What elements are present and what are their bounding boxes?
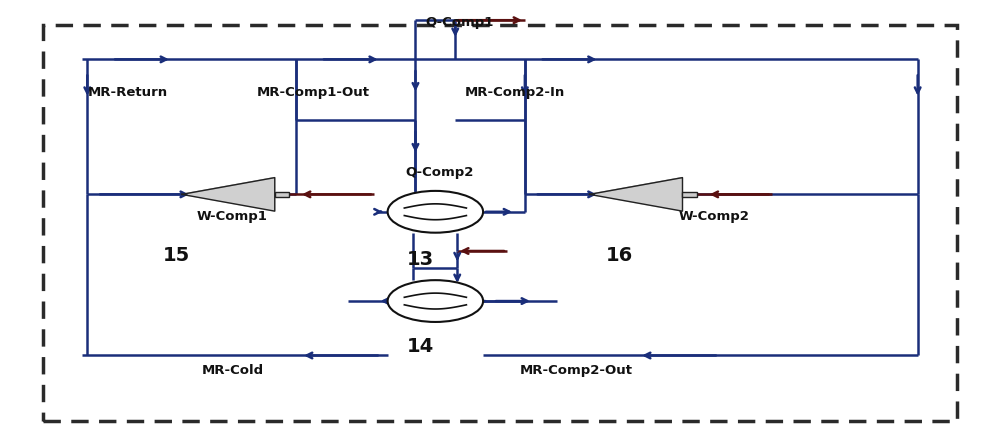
Text: MR-Comp2-In: MR-Comp2-In <box>465 86 565 98</box>
Text: W-Comp2: W-Comp2 <box>679 209 750 223</box>
Text: 15: 15 <box>163 246 190 265</box>
Polygon shape <box>182 178 275 194</box>
Text: 14: 14 <box>407 337 434 356</box>
Text: Q-Comp2: Q-Comp2 <box>406 166 474 179</box>
Text: MR-Comp1-Out: MR-Comp1-Out <box>256 86 369 98</box>
Text: MR-Return: MR-Return <box>87 86 167 98</box>
Text: Q-Comp1: Q-Comp1 <box>425 16 494 29</box>
Text: W-Comp1: W-Comp1 <box>197 209 268 223</box>
Bar <box>682 192 697 197</box>
Text: MR-Comp2-Out: MR-Comp2-Out <box>520 364 633 377</box>
Circle shape <box>388 280 483 322</box>
Text: MR-Cold: MR-Cold <box>202 364 264 377</box>
Text: 13: 13 <box>407 250 434 269</box>
Bar <box>275 192 289 197</box>
Circle shape <box>388 191 483 233</box>
Polygon shape <box>590 178 682 211</box>
Polygon shape <box>590 178 682 194</box>
Text: 16: 16 <box>606 246 633 265</box>
Polygon shape <box>182 178 275 211</box>
FancyBboxPatch shape <box>43 25 957 421</box>
